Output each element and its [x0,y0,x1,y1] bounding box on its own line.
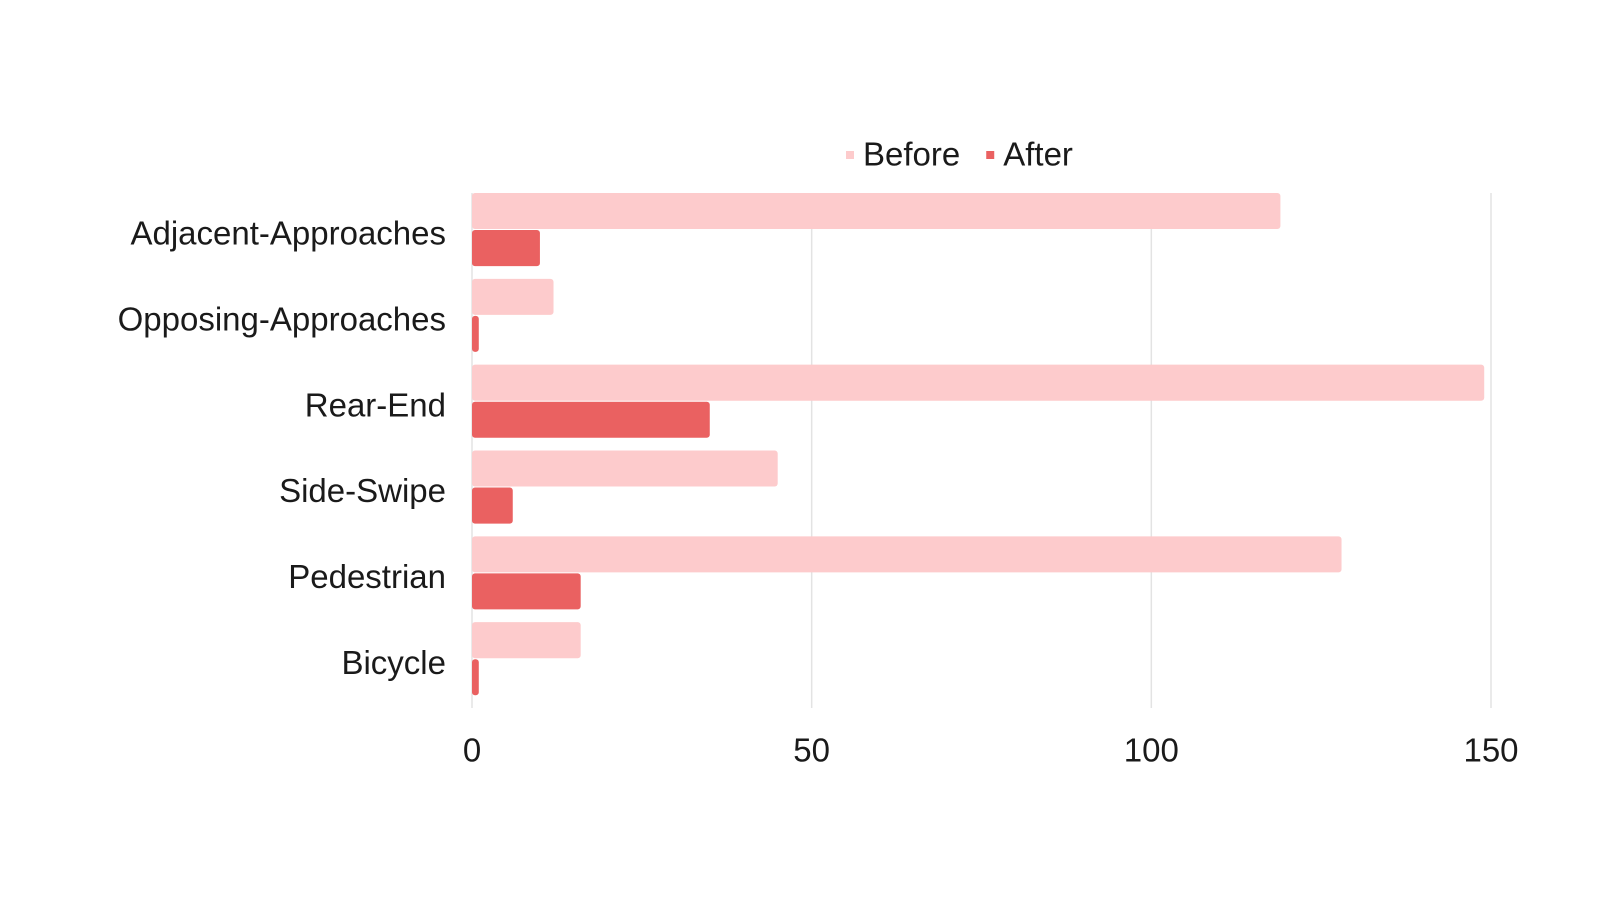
bar [472,450,778,487]
y-tick-label: Adjacent-Approaches [130,215,446,252]
bar [472,230,540,267]
bar [472,487,513,524]
bar [472,193,1281,230]
bar [472,659,479,696]
x-tick-label: 0 [463,732,481,769]
bar [472,364,1485,401]
x-tick-label: 150 [1463,732,1518,769]
legend-label: After [1003,136,1073,173]
y-tick-label: Rear-End [305,386,446,423]
bar [472,536,1342,573]
y-tick-label: Side-Swipe [279,472,446,509]
legend-label: Before [863,136,960,173]
y-tick-label: Opposing-Approaches [118,300,446,337]
x-tick-label: 100 [1124,732,1179,769]
bar [472,401,710,438]
legend-swatch [986,151,995,159]
bar [472,278,554,315]
y-tick-label: Bicycle [341,644,446,681]
bar [472,573,581,610]
bar [472,622,581,659]
legend-swatch [846,151,854,159]
x-tick-label: 50 [793,732,830,769]
y-tick-label: Pedestrian [288,558,446,595]
bar [472,315,479,352]
